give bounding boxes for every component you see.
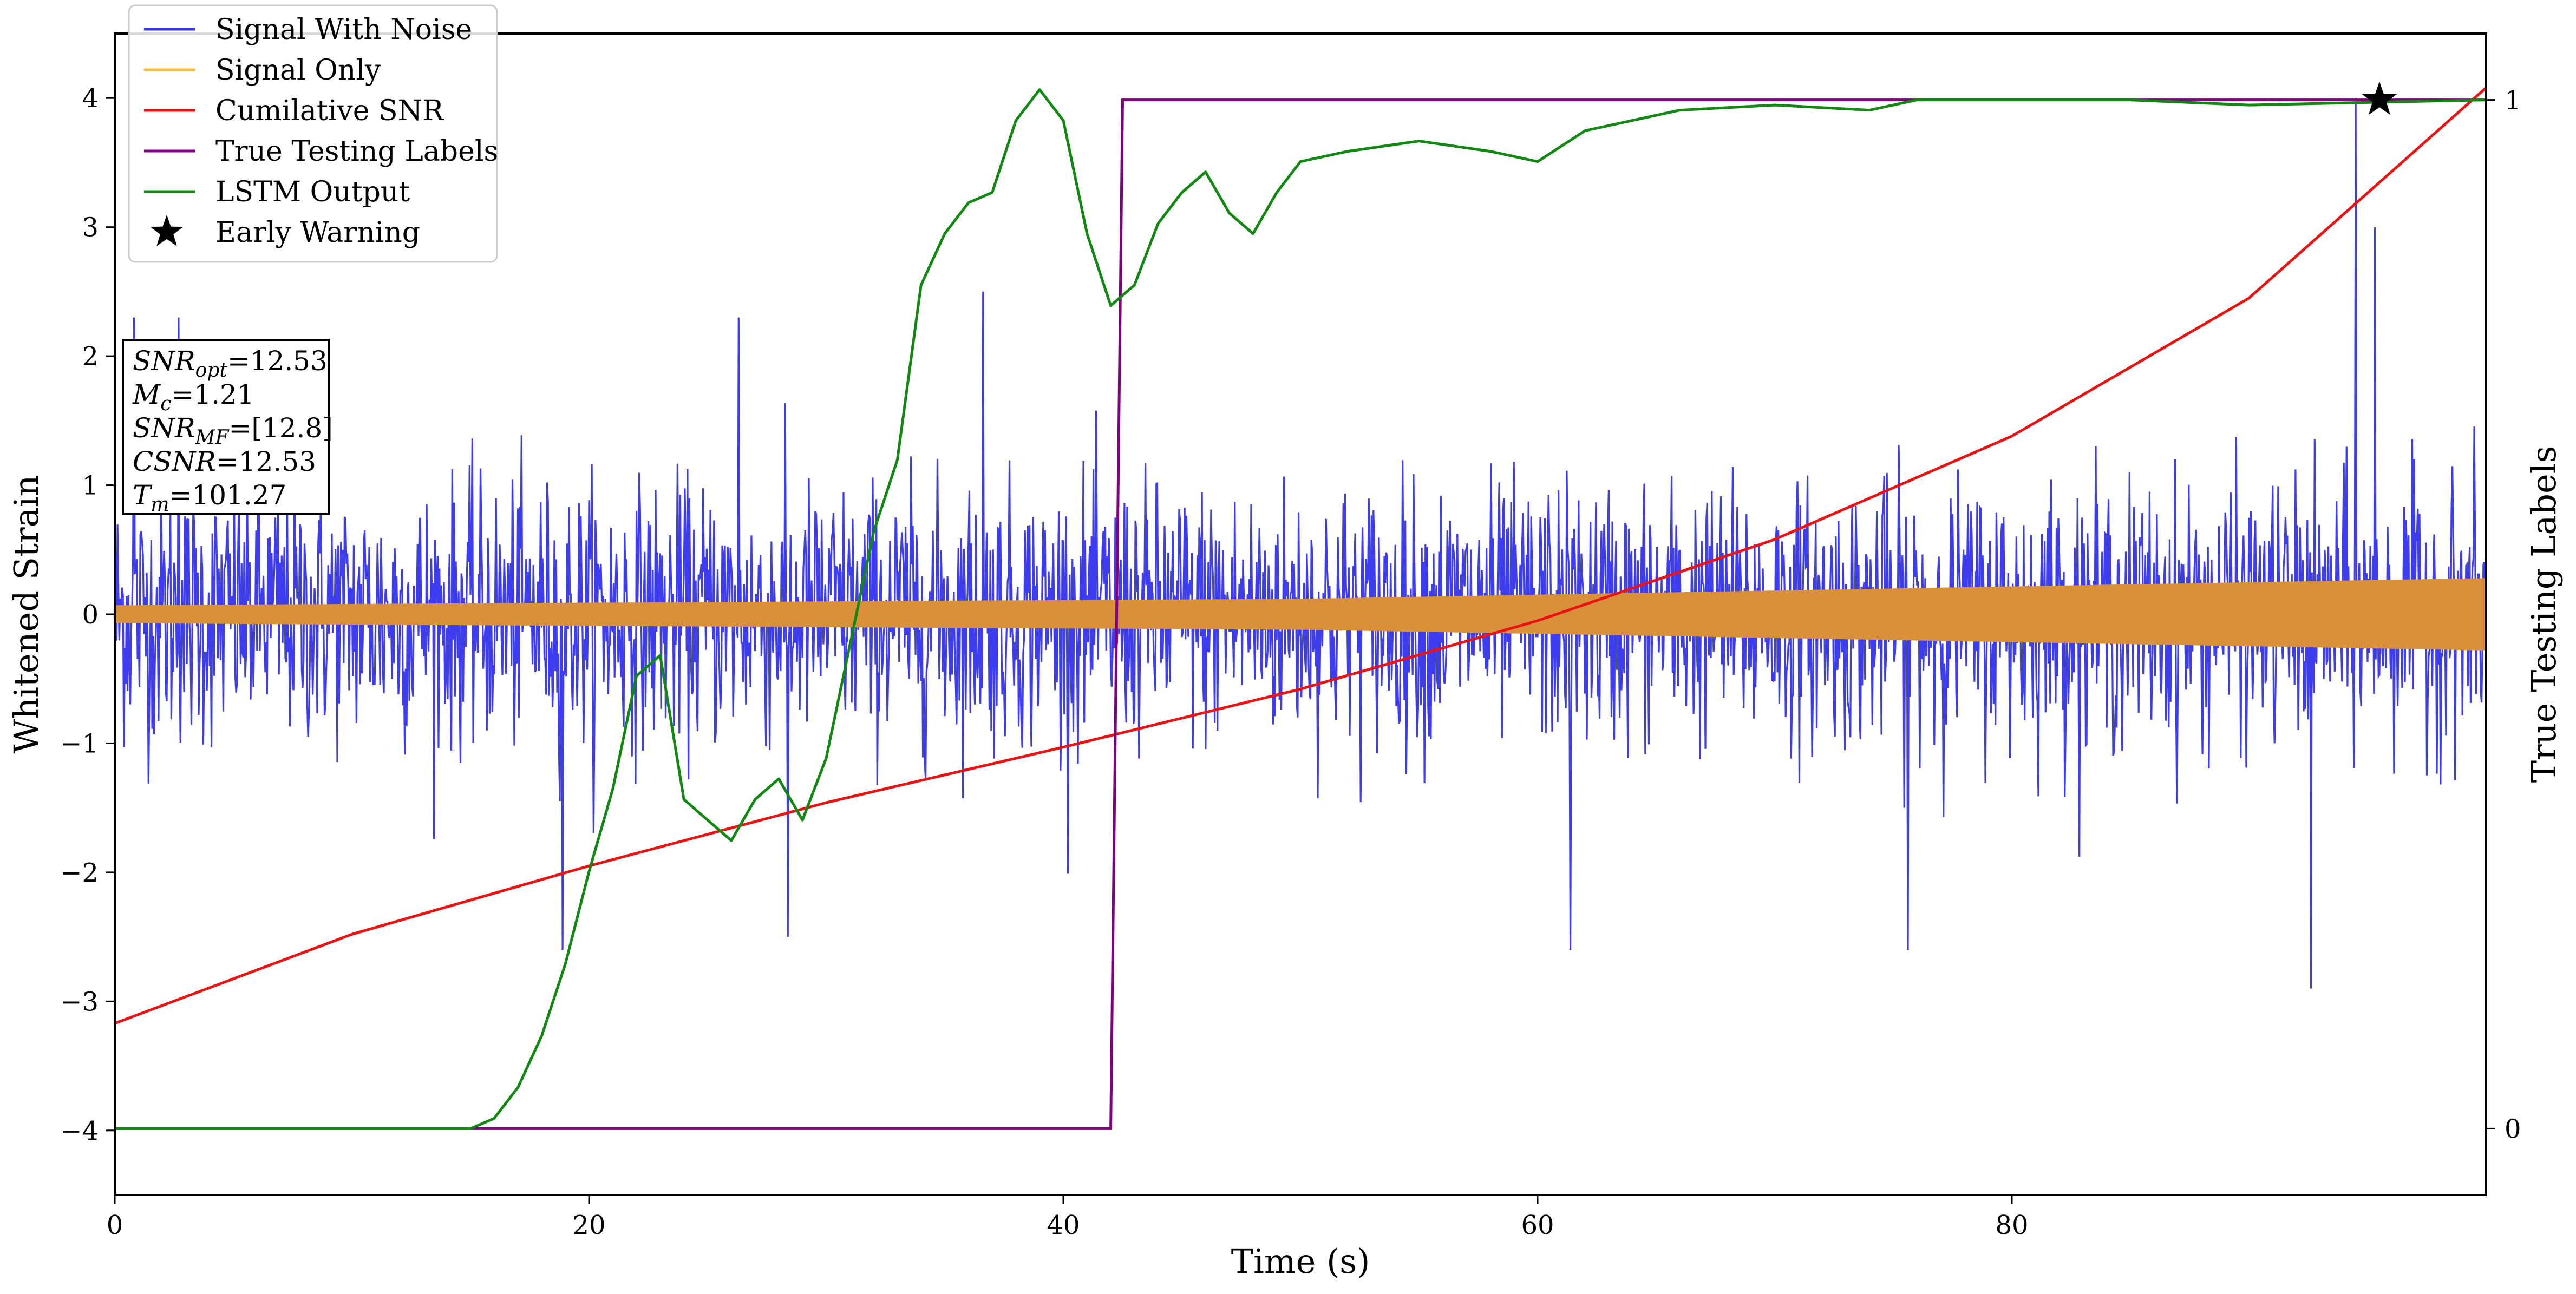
annotation-line: CSNR=12.53 bbox=[133, 446, 316, 477]
legend-label: Signal Only bbox=[215, 54, 381, 87]
y2-axis-label: True Testing Labels bbox=[2524, 446, 2564, 783]
x-tick-label: 40 bbox=[1047, 1210, 1080, 1240]
y-tick-label: −2 bbox=[60, 858, 99, 888]
y-tick-label: 0 bbox=[82, 600, 99, 630]
annotation-line: SNRopt=12.53 bbox=[133, 345, 328, 382]
series-lstm-output bbox=[115, 88, 2486, 1130]
y2-tick-label: 0 bbox=[2505, 1114, 2521, 1144]
series-signal-only bbox=[115, 578, 2486, 651]
y2-axis: 01 bbox=[2486, 86, 2521, 1144]
series-cumilative-snr bbox=[115, 87, 2486, 1025]
y-tick-label: 2 bbox=[82, 341, 99, 372]
early-warning-marker bbox=[2362, 81, 2397, 115]
series-true-testing-labels bbox=[115, 98, 2486, 1130]
x-axis-label: Time (s) bbox=[1231, 1242, 1370, 1281]
annotation-line: SNRMF=[12.8] bbox=[133, 412, 333, 449]
y-axis: −4 −3 −2 −1 0 1 2 3 4 bbox=[60, 83, 115, 1146]
legend-label: True Testing Labels bbox=[215, 135, 498, 168]
x-tick-label: 60 bbox=[1521, 1210, 1554, 1240]
legend-label: Cumilative SNR bbox=[215, 95, 444, 127]
legend: Signal With Noise Signal Only Cumilative S… bbox=[128, 4, 498, 263]
legend-label: LSTM Output bbox=[215, 176, 410, 208]
y-tick-label: −4 bbox=[60, 1116, 99, 1146]
x-tick-label: 20 bbox=[572, 1210, 605, 1240]
annotation-line: Tm=101.27 bbox=[133, 479, 286, 516]
legend-label: Early Warning bbox=[215, 216, 420, 249]
legend-frame bbox=[128, 4, 498, 263]
y-tick-label: 1 bbox=[82, 471, 99, 501]
x-axis: 0 20 40 60 80 bbox=[107, 1195, 2029, 1240]
annotation-box: SNRopt=12.53Mc=1.21SNRMF=[12.8]CSNR=12.5… bbox=[122, 339, 333, 516]
annotation-frame bbox=[122, 339, 330, 515]
legend-swatch-star bbox=[150, 215, 184, 246]
y-tick-label: 4 bbox=[82, 83, 99, 114]
legend-label: Signal With Noise bbox=[215, 14, 472, 46]
plot-series bbox=[115, 87, 2486, 1130]
y-tick-label: 3 bbox=[82, 213, 99, 243]
x-tick-label: 0 bbox=[107, 1210, 123, 1240]
y-tick-label: −1 bbox=[60, 728, 99, 759]
y-axis-label: Whitened Strain bbox=[6, 475, 46, 754]
annotation-line: Mc=1.21 bbox=[132, 379, 254, 415]
y-tick-label: −3 bbox=[60, 987, 99, 1017]
y2-tick-label: 1 bbox=[2505, 86, 2521, 116]
x-tick-label: 80 bbox=[1995, 1210, 2028, 1240]
